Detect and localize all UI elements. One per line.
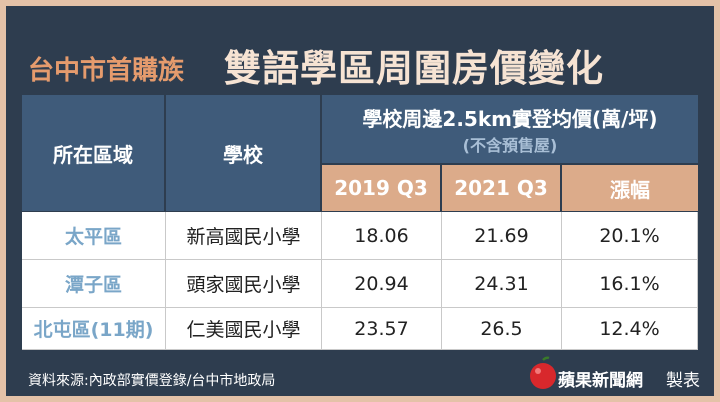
sub-header: 漲幅 (562, 165, 698, 211)
school: 頭家國民小學 (166, 260, 322, 308)
value: 20.1% (562, 212, 698, 260)
value: 20.94 (322, 260, 442, 308)
group-header: 學校周邊2.5km實登均價(萬/坪) (不含預售屋) (322, 95, 698, 163)
value: 16.1% (562, 260, 698, 308)
brand-logo (530, 356, 556, 389)
group-title: 學校周邊2.5km實登均價(萬/坪) (362, 106, 658, 131)
value: 26.5 (442, 308, 562, 350)
brand: 蘋果新聞網 (558, 371, 643, 391)
value: 18.06 (322, 212, 442, 260)
value: 23.57 (322, 308, 442, 350)
group-note: (不含預售屋) (462, 135, 558, 155)
school: 仁美國民小學 (166, 308, 322, 350)
column-header: 學校 (166, 95, 320, 211)
value: 21.69 (442, 212, 562, 260)
column-header: 所在區域 (22, 95, 164, 211)
value: 24.31 (442, 260, 562, 308)
value: 12.4% (562, 308, 698, 350)
district: 北屯區(11期) (22, 308, 166, 350)
school: 新高國民小學 (166, 212, 322, 260)
district: 太平區 (22, 212, 166, 260)
source: 資料來源:內政部實價登錄/台中市地政局 (28, 373, 276, 389)
district: 潭子區 (22, 260, 166, 308)
title-prefix: 台中市首購族 (28, 56, 185, 86)
sub-header: 2021 Q3 (442, 165, 560, 211)
title-main: 雙語學區周圍房價變化 (224, 47, 604, 90)
sub-header: 2019 Q3 (322, 165, 440, 211)
brand-suffix: 製表 (666, 371, 700, 391)
